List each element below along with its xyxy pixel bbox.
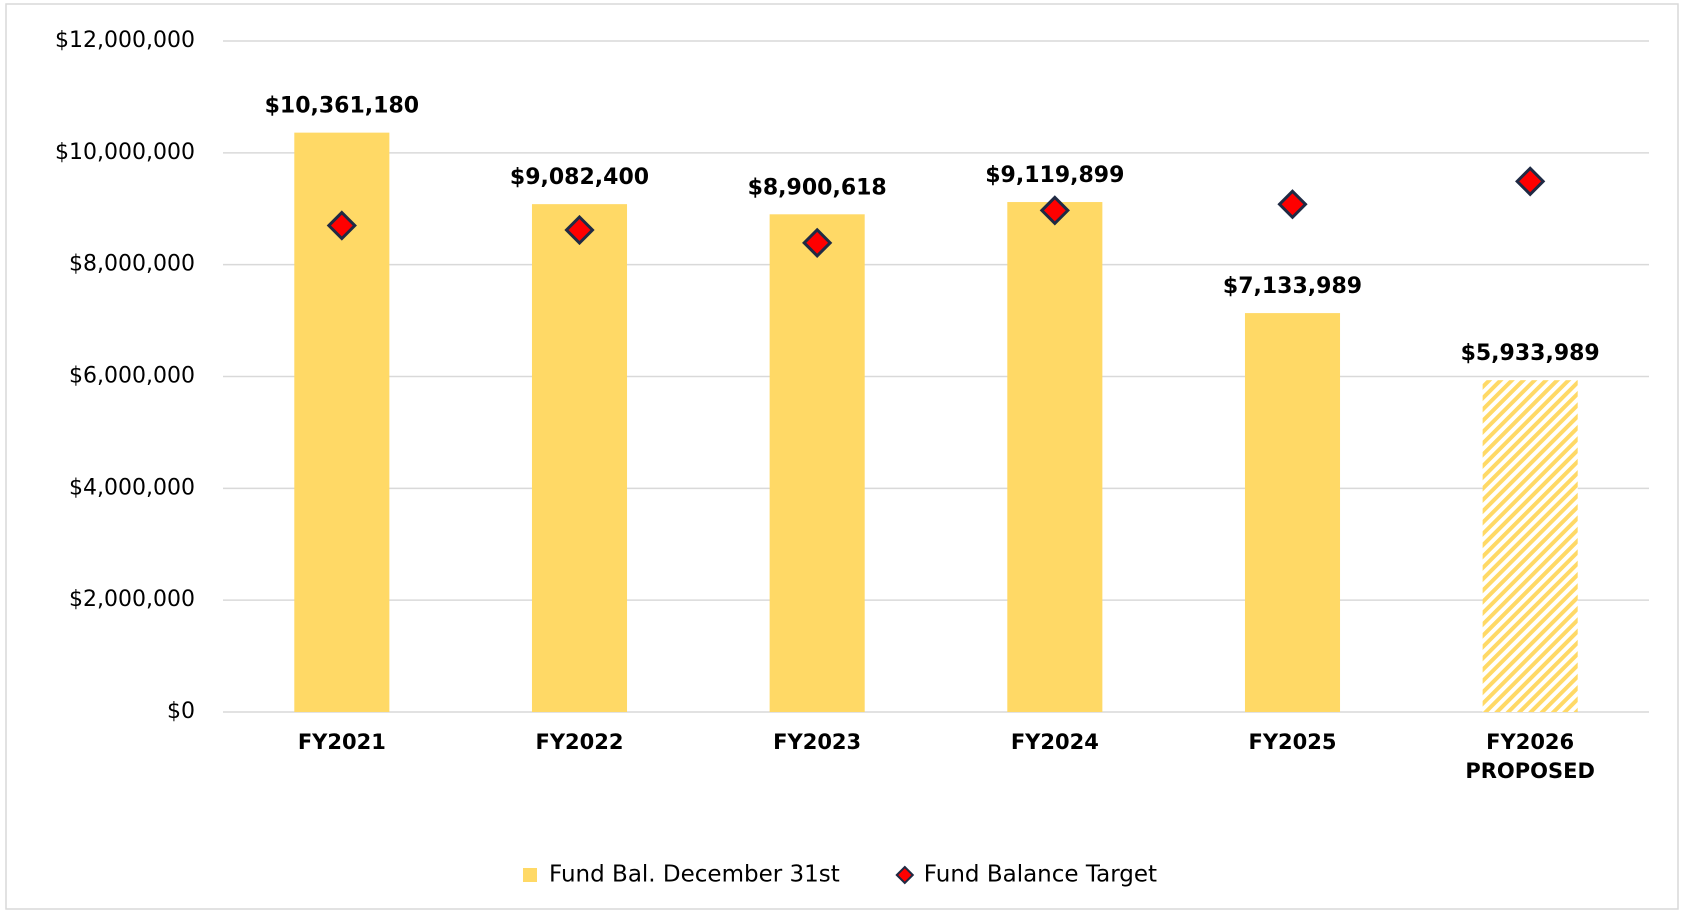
target-marker (802, 227, 833, 258)
x-tick-label: FY2026 PROPOSED (1465, 730, 1595, 783)
target-marker (564, 214, 595, 246)
y-tick-label: $12,000,000 (55, 28, 195, 53)
y-tick-label: $4,000,000 (69, 475, 195, 500)
legend-label: Fund Balance Target (924, 862, 1157, 888)
target-marker (326, 210, 357, 241)
y-tick-label: $8,000,000 (69, 252, 195, 277)
value-label: $9,119,899 (985, 163, 1124, 188)
legend-swatch (523, 868, 537, 882)
value-label: $5,933,989 (1461, 341, 1600, 366)
y-tick-label: $2,000,000 (69, 587, 195, 612)
x-tick-label: FY2025 (1248, 730, 1337, 754)
y-tick-label: $6,000,000 (69, 364, 195, 389)
value-label: $9,082,400 (510, 165, 649, 190)
chart-border (5, 3, 1679, 910)
x-tick-label: FY2023 (773, 730, 862, 754)
bar (1007, 202, 1103, 712)
bar (1482, 380, 1578, 712)
x-tick-label: FY2021 (297, 730, 386, 754)
legend-swatch (895, 865, 915, 885)
x-tick-label: FY2022 (535, 730, 624, 754)
value-label: $7,133,989 (1223, 274, 1362, 299)
y-tick-label: $0 (167, 699, 195, 724)
bar (531, 204, 628, 713)
legend-label: Fund Bal. December 31st (549, 862, 840, 888)
bar (1244, 313, 1341, 712)
target-marker (1277, 189, 1308, 220)
bar (769, 214, 865, 712)
x-tick-label: FY2024 (1010, 730, 1099, 754)
target-marker (1515, 166, 1546, 197)
value-label: $10,361,180 (265, 94, 419, 119)
value-label: $8,900,618 (748, 175, 887, 200)
target-marker (1039, 195, 1070, 226)
y-tick-label: $10,000,000 (55, 140, 195, 165)
